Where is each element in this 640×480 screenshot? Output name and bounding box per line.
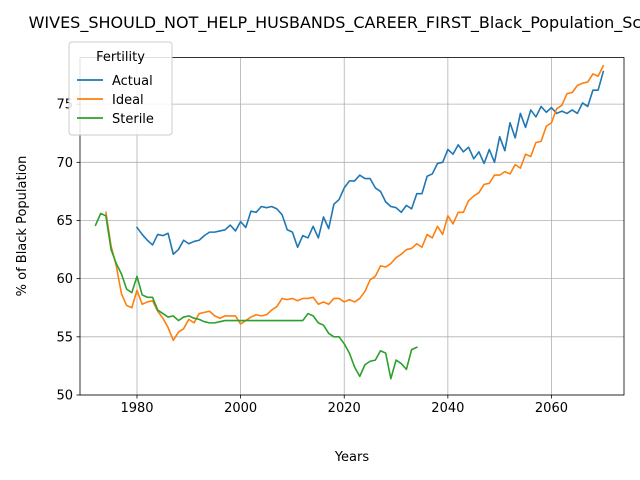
x-tick-label: 2000: [224, 401, 257, 416]
y-tick-label: 65: [56, 214, 73, 229]
chart-title: WIVES_SHOULD_NOT_HELP_HUSBANDS_CAREER_FI…: [29, 13, 640, 33]
y-axis-label: % of Black Population: [15, 156, 30, 297]
legend-title: Fertility: [96, 50, 145, 65]
x-axis-label: Years: [334, 450, 370, 465]
legend: Fertility Actual Ideal Sterile: [69, 42, 172, 135]
y-tick-label: 70: [56, 156, 73, 171]
x-tick-label: 2040: [431, 401, 464, 416]
y-tick-label: 55: [56, 330, 73, 345]
legend-label-sterile: Sterile: [112, 112, 154, 127]
y-tick-label: 50: [56, 389, 73, 404]
legend-label-actual: Actual: [112, 74, 153, 89]
x-tick-label: 2060: [535, 401, 568, 416]
x-tick-label: 2020: [328, 401, 361, 416]
y-tick-label: 60: [56, 272, 73, 287]
legend-label-ideal: Ideal: [112, 93, 144, 108]
x-tick-label: 1980: [120, 401, 153, 416]
